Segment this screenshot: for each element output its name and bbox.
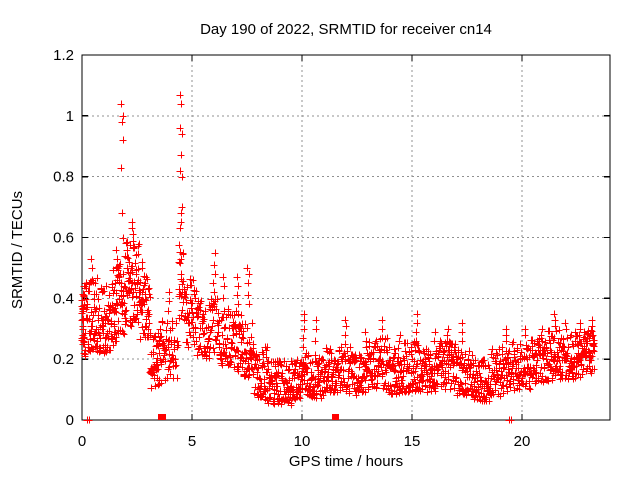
x-tick-label: 10 — [294, 433, 311, 450]
x-tick-label: 15 — [404, 433, 421, 450]
y-tick-label: 1 — [66, 108, 74, 125]
y-tick-label: 0 — [66, 412, 74, 429]
square-marker — [160, 414, 166, 420]
axis-ticks — [81, 54, 610, 421]
x-tick-label: 5 — [188, 433, 196, 450]
y-axis-label: SRMTID / TECUs — [9, 191, 26, 309]
axis-tick-labels: 0 5 10 15 20 0 0.2 0.4 0.6 0.8 1 1.2 — [53, 47, 530, 450]
plus-markers — [78, 91, 598, 424]
chart-title: Day 190 of 2022, SRMTID for receiver cn1… — [200, 21, 492, 38]
y-tick-label: 0.2 — [53, 351, 74, 368]
x-axis-label: GPS time / hours — [289, 453, 403, 470]
y-tick-label: 0.8 — [53, 169, 74, 186]
y-tick-label: 0.4 — [53, 290, 74, 307]
y-tick-label: 0.6 — [53, 230, 74, 247]
y-tick-label: 1.2 — [53, 47, 74, 64]
scatter-points — [78, 91, 598, 424]
square-marker — [333, 414, 339, 420]
x-tick-label: 0 — [78, 433, 86, 450]
x-tick-label: 20 — [514, 433, 531, 450]
